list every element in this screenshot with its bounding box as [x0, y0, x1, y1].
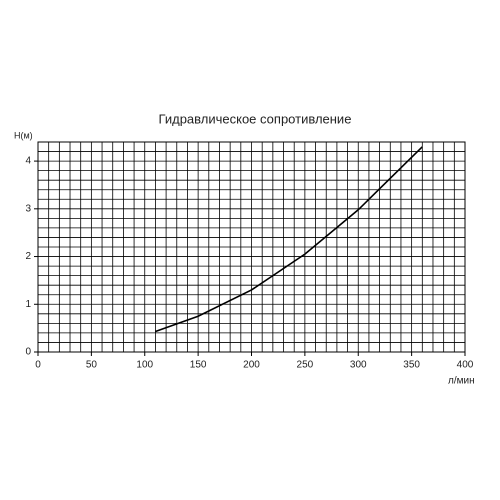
y-axis-label: H(м)	[14, 130, 33, 140]
x-tick-label: 400	[457, 360, 474, 371]
x-axis-label: л/мин	[448, 376, 475, 387]
y-tick-label: 4	[25, 156, 31, 167]
x-tick-label: 350	[403, 360, 420, 371]
y-tick-label: 2	[25, 251, 31, 262]
x-tick-label: 150	[190, 360, 207, 371]
x-tick-label: 100	[136, 360, 153, 371]
chart-title: Гидравлическое сопротивление	[159, 111, 352, 126]
x-tick-label: 0	[35, 360, 41, 371]
x-tick-label: 250	[297, 360, 314, 371]
y-tick-label: 1	[25, 299, 31, 310]
y-tick-label: 0	[25, 347, 31, 358]
x-tick-label: 200	[243, 360, 260, 371]
x-tick-label: 50	[86, 360, 98, 371]
curve	[155, 146, 423, 333]
y-tick-label: 3	[25, 203, 31, 214]
x-tick-label: 300	[350, 360, 367, 371]
